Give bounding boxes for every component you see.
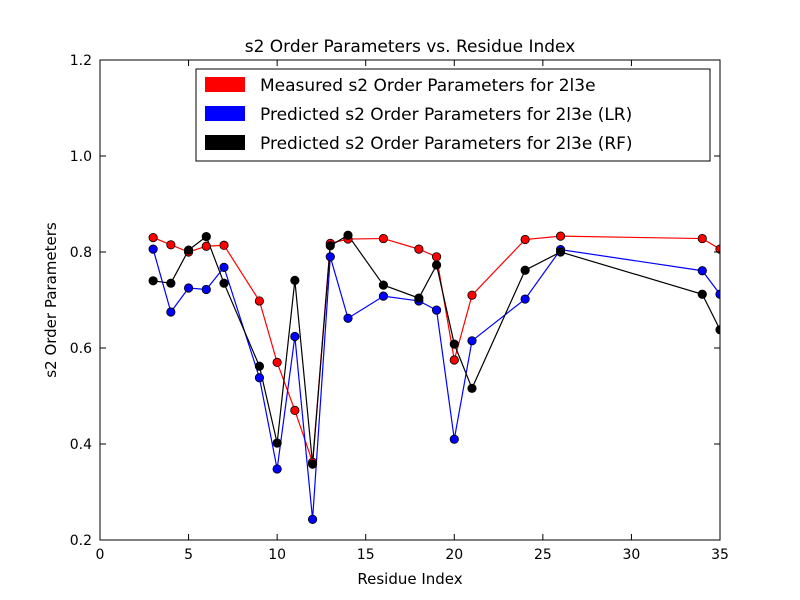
axes-frame — [99, 59, 721, 541]
y-tick-label: 0.4 — [70, 437, 92, 453]
series-line-1 — [152, 235, 720, 463]
y-tick-label: 1.0 — [70, 149, 92, 165]
data-point-series-1 — [520, 234, 530, 245]
series-line-2 — [152, 248, 720, 520]
data-point-series-2 — [254, 373, 265, 383]
data-point-series-2 — [449, 434, 459, 444]
data-point-series-2 — [325, 252, 335, 262]
data-point-series-1 — [166, 240, 176, 250]
data-point-series-3 — [378, 280, 389, 290]
data-point-series-2 — [219, 262, 229, 272]
plot-area: 0 5 10 15 20 25 30 35 0.2 0.4 0.6 0.8 1.0 1.2 — [70, 53, 729, 563]
legend-swatch-1 — [205, 77, 245, 92]
data-point-series-2 — [343, 313, 353, 323]
x-tick-label: 5 — [184, 547, 193, 563]
data-point-series-1 — [201, 241, 211, 251]
data-point-series-1 — [414, 244, 424, 254]
data-point-series-1 — [272, 357, 282, 367]
data-point-series-3 — [307, 459, 318, 469]
data-point-series-1 — [254, 296, 265, 306]
data-point-series-3 — [555, 247, 566, 257]
x-axis-label: Residue Index — [357, 570, 462, 588]
data-point-series-3 — [272, 438, 282, 448]
x-tick-label: 20 — [445, 547, 463, 563]
data-point-series-3 — [290, 275, 300, 285]
y-tick-label: 0.2 — [70, 533, 92, 549]
data-point-series-3 — [520, 265, 530, 275]
series-group — [148, 230, 720, 524]
data-point-series-2 — [467, 336, 477, 346]
data-point-series-2 — [148, 244, 158, 254]
x-tick-label: 25 — [534, 547, 552, 563]
data-point-series-3 — [414, 293, 424, 303]
y-tick-label: 0.6 — [70, 341, 92, 357]
legend-swatch-3 — [205, 135, 245, 150]
legend-label-1: Measured s2 Order Parameters for 2l3e — [260, 76, 596, 96]
data-point-series-3 — [201, 232, 211, 242]
data-point-series-2 — [183, 283, 194, 293]
x-tick-label: 0 — [96, 547, 105, 563]
data-point-series-3 — [148, 276, 158, 286]
data-point-series-1 — [219, 240, 229, 250]
x-tick-label: 15 — [357, 547, 375, 563]
data-point-series-2 — [166, 307, 176, 317]
legend: Measured s2 Order Parameters for 2l3e Pre… — [195, 68, 711, 162]
data-point-series-3 — [431, 260, 442, 270]
data-point-series-1 — [449, 355, 459, 365]
data-point-series-2 — [378, 291, 389, 301]
data-point-series-1 — [697, 233, 707, 244]
legend-label-3: Predicted s2 Order Parameters for 2l3e (… — [260, 134, 633, 154]
data-point-series-1 — [290, 405, 300, 415]
data-point-series-1 — [555, 231, 566, 241]
data-point-series-1 — [378, 233, 389, 244]
x-tick-label: 30 — [623, 547, 641, 563]
y-axis-label: s2 Order Parameters — [42, 222, 60, 378]
data-point-series-3 — [219, 278, 229, 288]
data-point-series-1 — [431, 252, 442, 262]
data-point-series-3 — [343, 230, 353, 240]
data-point-series-3 — [325, 241, 335, 251]
legend-swatch-2 — [205, 106, 245, 121]
legend-label-2: Predicted s2 Order Parameters for 2l3e (… — [260, 105, 632, 125]
data-point-series-3 — [449, 339, 459, 349]
data-point-series-2 — [201, 284, 211, 295]
y-tick-label: 1.2 — [70, 53, 92, 69]
data-point-series-3 — [697, 289, 707, 299]
data-point-series-2 — [697, 266, 707, 276]
data-point-series-3 — [183, 245, 194, 255]
data-point-series-3 — [467, 383, 477, 393]
data-point-series-3 — [166, 278, 176, 288]
data-point-series-1 — [467, 290, 477, 300]
x-tick-label: 10 — [268, 547, 286, 563]
chart-title: s2 Order Parameters vs. Residue Index — [245, 37, 576, 57]
data-point-series-1 — [148, 233, 158, 243]
data-point-series-2 — [272, 464, 282, 474]
data-point-series-2 — [520, 294, 530, 304]
data-point-series-3 — [254, 361, 265, 371]
x-tick-label: 35 — [711, 547, 729, 563]
data-point-series-2 — [290, 331, 300, 342]
legend-box — [195, 68, 711, 162]
y-tick-label: 0.8 — [70, 245, 92, 261]
data-point-series-2 — [431, 305, 442, 315]
data-point-series-2 — [307, 514, 318, 524]
